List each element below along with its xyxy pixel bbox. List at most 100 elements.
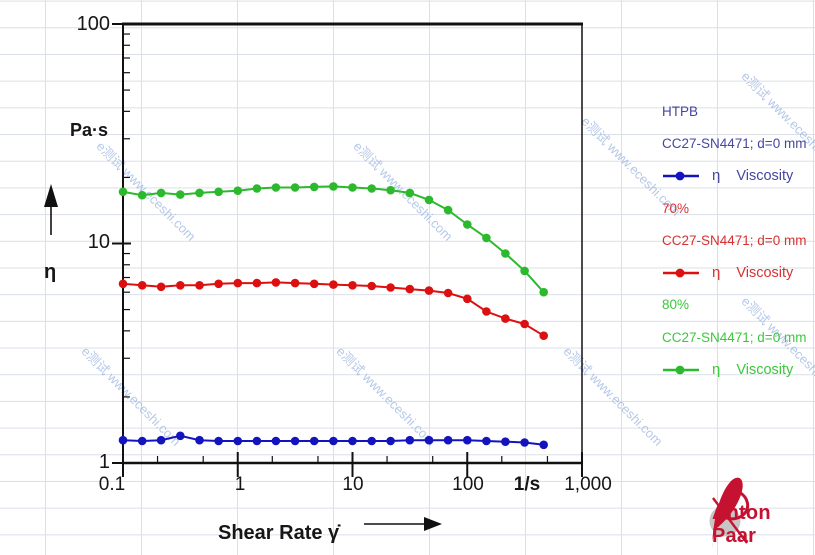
legend: HTPB CC27-SN4471; d=0 mm η Viscosity 70%…: [662, 95, 814, 386]
data-point: [156, 435, 166, 445]
data-point: [501, 249, 510, 258]
data-point: [539, 331, 548, 341]
x-tick-label-100: 100: [452, 474, 484, 495]
data-point: [233, 278, 243, 288]
x-tick-label-1: 1: [234, 474, 246, 495]
legend-group-80: 80% CC27-SN4471; d=0 mm η Viscosity: [662, 289, 814, 386]
data-point: [290, 183, 300, 192]
data-point: [482, 307, 491, 316]
data-point: [443, 205, 453, 215]
data-point: [329, 436, 338, 446]
y-axis-unit: Pa·s: [70, 120, 109, 140]
legend-series-name: 70%: [662, 200, 690, 216]
x-axis-arrow-icon: [364, 517, 442, 531]
data-point: [252, 436, 262, 446]
data-point: [424, 286, 434, 295]
data-point: [118, 279, 128, 289]
legend-device-label: CC27-SN4471; d=0 mm: [662, 232, 807, 248]
x-axis-title: Shear Rate γ̇: [218, 522, 340, 544]
data-point: [118, 187, 128, 197]
y-axis-arrow-icon: [44, 184, 58, 235]
data-point: [233, 436, 243, 446]
data-point: [271, 278, 281, 287]
axes: [112, 22, 583, 477]
data-point: [539, 287, 548, 297]
data-point: [520, 438, 529, 447]
data-point: [329, 280, 338, 289]
data-point: [195, 281, 204, 290]
anton-paar-logo-icon: [709, 477, 750, 548]
data-point: [348, 436, 357, 446]
data-point: [405, 188, 415, 198]
x-tick-label-10: 10: [342, 474, 364, 495]
data-point: [214, 436, 223, 446]
data-point: [367, 281, 377, 291]
data-point: [214, 279, 223, 289]
data-point: [482, 436, 491, 446]
data-point: [348, 281, 357, 290]
series-marker-icon: [663, 268, 699, 278]
data-point: [195, 435, 204, 445]
data-point: [386, 283, 395, 292]
data-point: [386, 436, 395, 446]
data-point: [195, 188, 204, 198]
data-point: [309, 182, 319, 192]
y-tick-label-100: 100: [76, 13, 110, 35]
legend-series-name: 80%: [662, 297, 690, 313]
data-point: [309, 436, 319, 446]
data-point: [156, 282, 166, 292]
data-point: [463, 294, 472, 304]
data-point: [271, 436, 281, 446]
data-point: [252, 278, 262, 288]
data-point: [405, 435, 415, 445]
data-point: [290, 278, 300, 288]
data-point: [424, 195, 434, 205]
x-axis-unit: 1/s: [513, 474, 541, 495]
data-point: [386, 185, 395, 195]
data-point: [463, 435, 472, 445]
brand-name: Anton Paar: [712, 502, 771, 547]
data-point: [443, 435, 453, 445]
y-tick-label-1: 1: [98, 451, 110, 473]
data-point: [520, 266, 529, 276]
data-point: [156, 188, 166, 198]
data-point: [329, 182, 338, 191]
data-point: [520, 319, 529, 329]
data-point: [482, 233, 491, 243]
x-tick-label-1000: 1,000: [564, 474, 612, 495]
data-point: [501, 437, 510, 447]
legend-group-htpb: HTPB CC27-SN4471; d=0 mm η Viscosity: [662, 95, 814, 192]
data-point: [539, 440, 548, 450]
data-point: [176, 281, 185, 290]
data-point: [348, 183, 357, 192]
data-series: [118, 182, 548, 450]
data-point: [405, 284, 415, 294]
data-point: [443, 288, 453, 298]
data-point: [233, 186, 243, 195]
legend-symbol-row: η Viscosity: [662, 160, 814, 192]
data-point: [271, 183, 281, 192]
data-point: [137, 190, 147, 200]
legend-symbol-row: η Viscosity: [662, 256, 814, 288]
data-point: [501, 314, 510, 323]
legend-group-70: 70% CC27-SN4471; d=0 mm η Viscosity: [662, 192, 814, 289]
data-point: [176, 190, 185, 199]
data-point: [463, 220, 472, 229]
data-point: [118, 435, 128, 445]
legend-series-name: HTPB: [662, 103, 699, 119]
x-tick-label-0.1: 0.1: [98, 474, 126, 495]
y-axis-symbol: η: [44, 261, 57, 283]
legend-device-label: CC27-SN4471; d=0 mm: [662, 135, 807, 151]
data-point: [367, 184, 377, 193]
data-point: [176, 431, 185, 441]
series-line-80%: [122, 185, 545, 293]
y-tick-label-10: 10: [87, 231, 110, 253]
series-marker-icon: [663, 365, 699, 374]
data-point: [424, 435, 434, 445]
data-point: [137, 436, 147, 446]
data-point: [252, 184, 262, 193]
data-point: [137, 281, 147, 290]
legend-symbol-row: η Viscosity: [662, 353, 814, 385]
